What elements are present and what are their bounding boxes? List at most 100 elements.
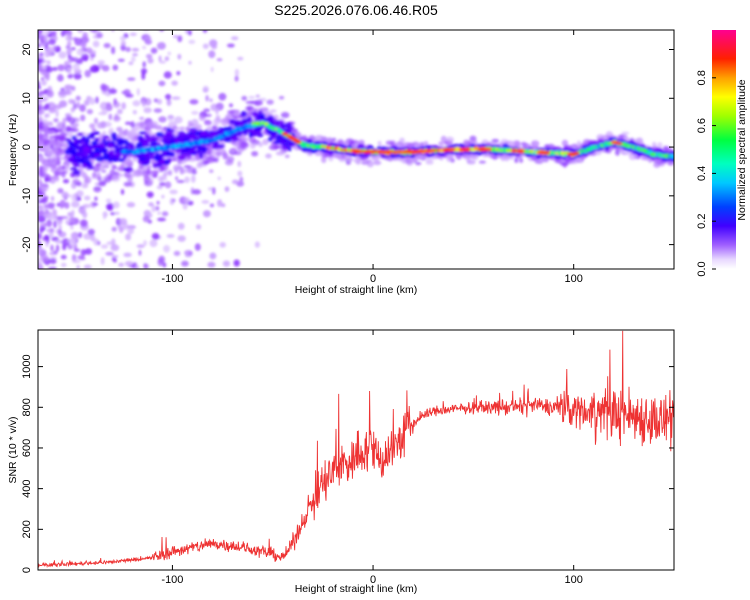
spectrogram-noise-blob — [67, 74, 73, 79]
spectrogram-halo-blob — [52, 147, 60, 154]
spectrogram-noise-blob — [51, 236, 59, 242]
spectrogram-core-blob — [240, 110, 248, 118]
spectrogram-hotspot — [352, 149, 359, 153]
spectrogram-core-blob — [114, 152, 122, 158]
spectrogram-noise-blob — [61, 191, 69, 199]
spectrogram-halo-blob — [114, 113, 119, 121]
spectrogram-halo-blob — [225, 113, 234, 120]
spectrogram-noise-blob — [43, 234, 50, 241]
spectrogram-noise-blob — [105, 251, 114, 256]
spectrogram-noise-blob — [58, 73, 63, 82]
spectrogram-core-blob — [214, 141, 219, 145]
spectrogram-hotspot — [510, 149, 517, 153]
spectrogram-core-blob — [212, 143, 220, 149]
spectrogram-core-blob — [258, 114, 263, 119]
spectrogram-noise-blob — [132, 53, 138, 57]
spectrogram-core-blob — [177, 154, 186, 161]
spectrogram-halo-blob — [118, 164, 125, 172]
spectrogram-noise-blob — [237, 170, 243, 177]
colorbar-tick-label: 0.0 — [696, 261, 708, 276]
spectrogram-noise-blob — [53, 104, 62, 110]
spectrogram-noise-blob — [66, 41, 72, 47]
spectrogram-noise-blob — [106, 241, 116, 246]
spectrogram-noise-blob — [73, 248, 81, 252]
spectrogram-noise-blob — [80, 114, 86, 122]
spectrogram-noise-blob — [38, 180, 43, 187]
spectrogram-halo-blob — [463, 140, 469, 147]
spectrogram-y-tick-label: 10 — [21, 92, 33, 104]
spectrogram-core-blob — [175, 147, 181, 153]
spectrogram-halo-blob — [101, 165, 110, 169]
spectrogram-noise-blob — [92, 40, 100, 48]
spectrogram-halo-blob — [456, 154, 462, 161]
spectrogram-halo-blob — [377, 140, 382, 146]
spectrogram-x-tick-label: 100 — [565, 273, 583, 285]
spectrogram-core-blob — [125, 140, 130, 147]
spectrogram-noise-blob — [82, 32, 88, 40]
spectrogram-noise-blob — [216, 58, 223, 62]
spectrogram-halo-blob — [321, 156, 327, 164]
spectrogram-noise-blob — [219, 241, 226, 248]
spectrogram-halo-blob — [104, 176, 112, 183]
spectrogram-noise-blob — [159, 181, 166, 187]
spectrogram-noise-blob — [60, 262, 67, 268]
spectrogram-core-blob — [199, 130, 208, 137]
spectrogram-noise-blob — [125, 93, 134, 98]
spectrogram-core-blob — [75, 139, 82, 145]
spectrogram-noise-blob — [120, 44, 126, 52]
spectrogram-halo-blob — [162, 173, 168, 178]
spectrogram-halo-blob — [156, 185, 163, 190]
spectrogram-core-blob — [169, 139, 176, 145]
spectrogram-noise-blob — [184, 176, 190, 184]
spectrogram-noise-blob — [63, 60, 69, 68]
spectrogram-core-blob — [264, 117, 269, 122]
spectrogram-core-blob — [189, 127, 197, 134]
spectrogram-core-blob — [92, 145, 97, 149]
spectrogram-noise-blob — [112, 201, 120, 209]
spectrogram-noise-blob — [51, 30, 57, 38]
spectrogram-core-blob — [502, 143, 509, 149]
spectrogram-halo-blob — [209, 169, 214, 173]
spectrogram-heatmap — [38, 30, 674, 269]
spectrogram-noise-blob — [38, 58, 42, 66]
spectrogram-noise-blob — [149, 239, 158, 248]
spectrogram-noise-blob — [217, 176, 221, 181]
spectrogram-halo-blob — [212, 122, 219, 127]
spectrogram-halo-blob — [351, 139, 359, 145]
spectrogram-halo-blob — [203, 108, 211, 113]
spectrogram-noise-blob — [215, 106, 219, 115]
spectrogram-halo-blob — [47, 161, 55, 166]
spectrogram-halo-blob — [614, 148, 621, 156]
spectrogram-noise-blob — [48, 107, 57, 114]
spectrogram-halo-blob — [250, 108, 256, 113]
spectrogram-noise-blob — [64, 84, 73, 91]
spectrogram-noise-blob — [70, 225, 74, 230]
spectrogram-halo-blob — [101, 169, 107, 173]
spectrogram-noise-blob — [53, 45, 57, 51]
spectrogram-core-blob — [280, 136, 288, 142]
spectrogram-halo-blob — [135, 121, 141, 127]
spectrogram-halo-blob — [423, 141, 429, 146]
spectrogram-core-blob — [93, 153, 102, 157]
spectrogram-halo-blob — [66, 126, 72, 132]
spectrogram-core-blob — [68, 143, 75, 149]
spectrogram-halo-blob — [74, 182, 83, 186]
spectrogram-noise-blob — [56, 219, 63, 224]
spectrogram-halo-blob — [71, 125, 78, 130]
spectrogram-core-blob — [248, 131, 253, 139]
spectrogram-halo-blob — [366, 160, 374, 168]
spectrogram-halo-blob — [275, 151, 285, 156]
spectrogram-noise-blob — [123, 252, 132, 258]
spectrogram-core-blob — [138, 130, 147, 135]
spectrogram-hotspot — [544, 151, 551, 155]
spectrogram-noise-blob — [234, 75, 239, 82]
spectrogram-halo-blob — [406, 161, 413, 166]
spectrogram-core-blob — [83, 145, 90, 152]
spectrogram-noise-blob — [147, 57, 154, 64]
spectrogram-halo-blob — [123, 171, 131, 178]
spectrogram-core-blob — [160, 139, 169, 143]
spectrogram-halo-blob — [98, 180, 107, 187]
spectrogram-halo-blob — [198, 114, 206, 121]
spectrogram-noise-blob — [121, 30, 123, 31]
